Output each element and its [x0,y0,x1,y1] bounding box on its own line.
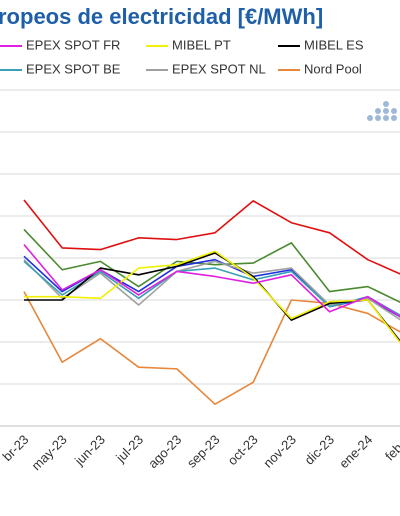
legend-label: Nord Pool [304,61,362,76]
series-line [24,250,400,344]
legend-label: EPEX SPOT NL [172,61,266,76]
x-tick-label: ago-23 [145,432,184,471]
series-line [23,228,400,304]
chart-title: ropeos de electricidad [€/MWh] [0,4,323,29]
x-tick-label: br-23 [0,432,32,464]
x-tick-label: jun-23 [71,432,108,469]
x-tick-label: jul-23 [112,432,146,466]
x-tick-label: ene-24 [336,432,375,471]
logo [367,101,397,121]
x-tick-label: sep-23 [184,432,223,471]
x-tick-label: may-23 [28,432,69,473]
series-line [23,244,400,318]
x-tick-label: oct-23 [225,432,261,468]
series-line [24,252,400,343]
legend-label: MIBEL PT [172,37,231,52]
series-line [23,199,400,275]
legend-label: EPEX SPOT FR [26,37,120,52]
x-tick-label: nov-23 [260,432,299,471]
x-tick-label: feb-2 [382,432,400,464]
x-tick-label: dic-23 [301,432,337,468]
series-line [23,291,400,405]
legend-label: EPEX SPOT BE [26,61,121,76]
legend-label: MIBEL ES [304,37,364,52]
series-line [23,259,400,321]
